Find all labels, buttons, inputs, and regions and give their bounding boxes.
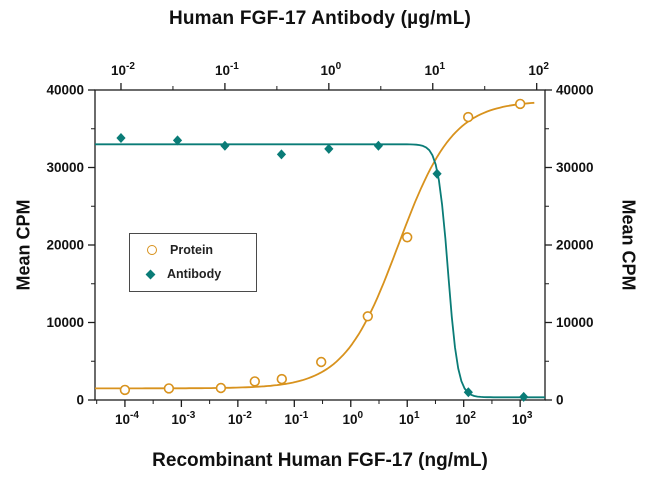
data-point-antibody: [116, 133, 126, 144]
protein-marker-icon: [147, 245, 157, 255]
data-point-antibody: [463, 387, 473, 398]
x-tick-label-top: 102: [528, 61, 549, 78]
legend-label-protein: Protein: [170, 243, 214, 257]
y-tick-label-right: 0: [556, 393, 564, 408]
antibody-marker-icon: [145, 269, 156, 279]
data-point-protein: [215, 382, 227, 394]
x-tick-label-bottom: 101: [399, 410, 420, 427]
y-tick-label-left: 10000: [46, 315, 84, 330]
data-point-antibody: [172, 135, 183, 146]
data-point-protein: [463, 111, 474, 123]
y-tick-label-right: 40000: [556, 83, 594, 98]
data-point-protein: [276, 373, 287, 385]
data-point-antibody: [276, 149, 287, 160]
data-point-antibody: [220, 140, 230, 151]
y-tick-label-left: 30000: [46, 160, 84, 175]
legend-box: Protein Antibody: [129, 233, 257, 292]
y-tick-label-right: 20000: [556, 238, 594, 253]
legend-label-antibody: Antibody: [167, 267, 222, 281]
x-tick-label-top: 10-1: [215, 61, 239, 78]
y-tick-label-left: 20000: [46, 238, 84, 253]
data-point-antibody: [324, 143, 334, 154]
legend-item-protein: Protein: [147, 243, 250, 257]
data-point-antibody: [519, 391, 529, 402]
x-axis-top: 10-2 10-1 100 101 102: [111, 61, 549, 90]
series-protein: [95, 98, 535, 396]
data-point-protein: [316, 356, 327, 368]
x-tick-label-bottom: 10-3: [171, 410, 195, 427]
data-point-antibody: [373, 140, 384, 151]
legend-item-antibody: Antibody: [145, 267, 250, 281]
y-tick-label-right: 10000: [556, 315, 594, 330]
x-tick-label-bottom: 102: [455, 410, 476, 427]
x-tick-label-bottom: 10-2: [228, 410, 252, 427]
x-tick-label-bottom: 100: [342, 410, 363, 427]
data-point-protein: [119, 384, 131, 396]
x-axis-label-bottom: Recombinant Human FGF-17 (ng/mL): [152, 450, 488, 471]
x-axis-bottom: 10-4 10-3 10-2 10-1 100 101 102 103: [96, 400, 533, 427]
x-tick-label-bottom: 103: [512, 410, 533, 427]
data-point-protein: [402, 232, 413, 243]
plot-area: 0 0 10000 10000 20000 20000 30000 30000 40000 400…: [46, 61, 593, 427]
x-tick-label-top: 100: [321, 61, 342, 78]
data-point-protein: [249, 376, 261, 387]
x-tick-label-bottom: 10-1: [284, 410, 308, 427]
y-tick-label-right: 30000: [556, 160, 594, 175]
data-point-protein: [163, 383, 175, 394]
data-point-protein: [514, 98, 526, 110]
data-point-antibody: [432, 168, 442, 179]
x-tick-label-top: 101: [424, 61, 445, 78]
top-axis-title: Human FGF-17 Antibody (µg/mL): [168, 8, 472, 29]
y-tick-label-left: 40000: [46, 83, 84, 98]
x-tick-label-bottom: 10-4: [115, 410, 139, 427]
x-tick-label-top: 10-2: [111, 61, 135, 78]
data-point-protein: [362, 311, 373, 322]
series-antibody: [95, 133, 545, 402]
y-axis-ticks: 0 0 10000 10000 20000 20000 30000 30000 40000 400…: [46, 83, 593, 408]
y-tick-label-left: 0: [76, 393, 84, 408]
